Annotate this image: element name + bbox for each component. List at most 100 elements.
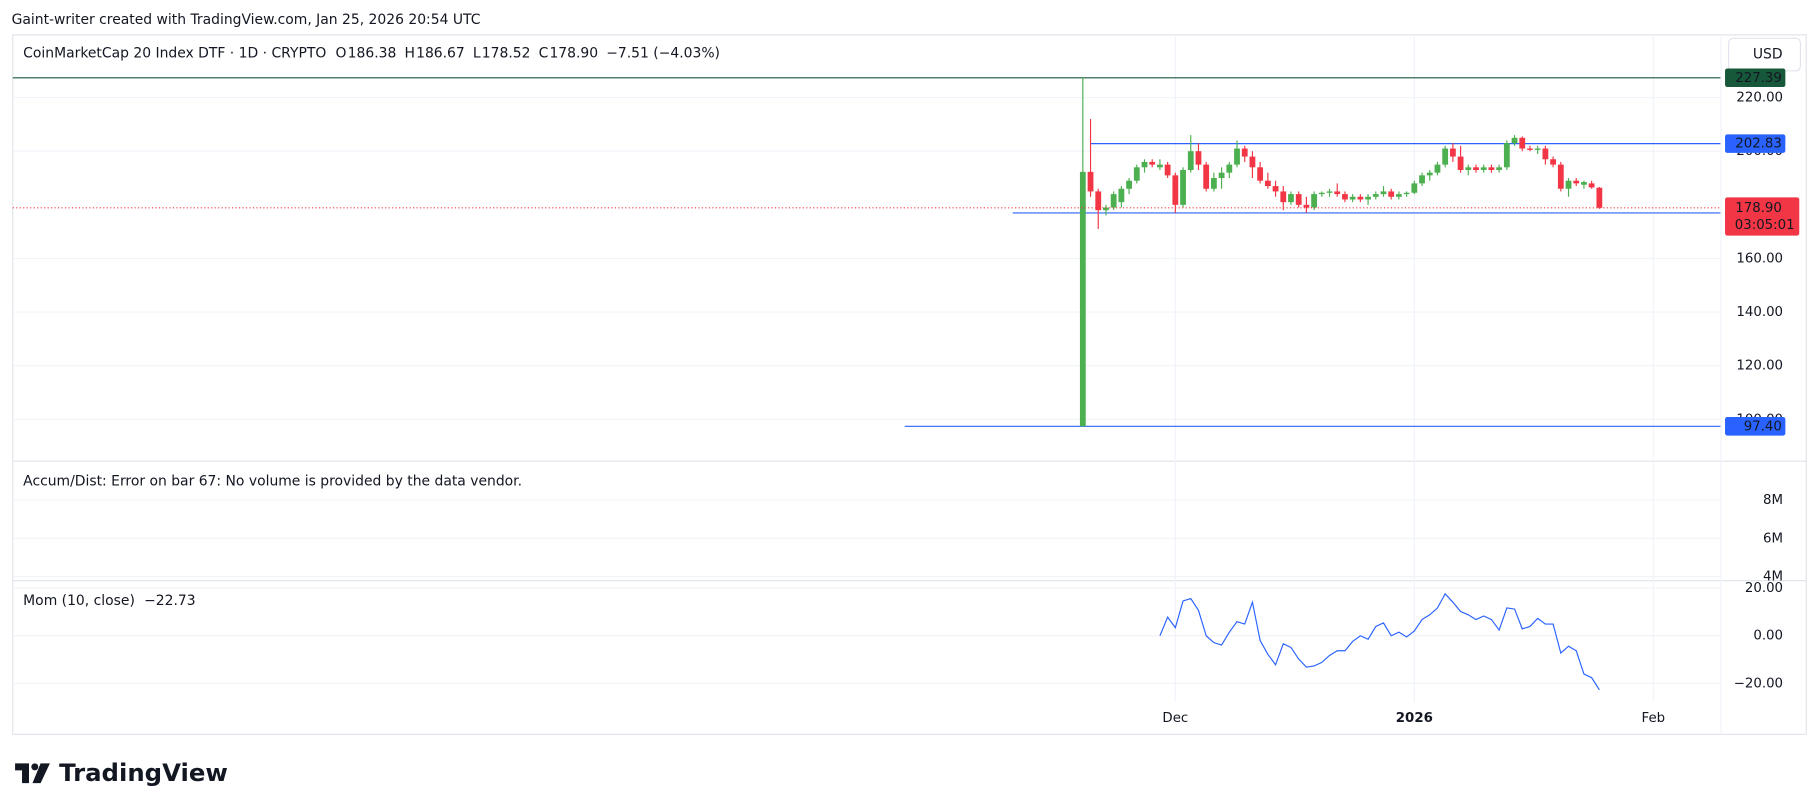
legend-value: −7.51 (−4.03%) <box>606 45 720 61</box>
pane-title: Accum/Dist: Error on bar 67: No volume i… <box>23 473 522 489</box>
candle-body <box>1087 171 1094 192</box>
candle-body <box>1187 151 1194 170</box>
candle-body <box>1103 207 1109 211</box>
candle-body <box>1426 172 1433 176</box>
candle-body <box>1442 148 1449 165</box>
candle-body <box>1272 186 1279 192</box>
candle-body <box>1203 164 1210 189</box>
legend-value: 186.38 <box>348 45 397 61</box>
level-label-box <box>1725 68 1786 88</box>
candle-body <box>1581 182 1587 185</box>
legend-value: 178.90 <box>549 45 598 61</box>
x-tick-label: Dec <box>1162 711 1188 726</box>
y-tick-label: −20.00 <box>1734 676 1783 691</box>
candle-body <box>1473 167 1479 170</box>
currency-label: USD <box>1753 47 1783 63</box>
candle-body <box>1596 187 1603 208</box>
candle-body <box>1095 191 1102 211</box>
candle-body <box>1118 188 1125 203</box>
level-label: 227.39 <box>1735 71 1782 86</box>
candle-body <box>1264 180 1271 187</box>
caption: Gaint-writer created with TradingView.co… <box>12 12 481 28</box>
candle-body <box>1534 148 1541 150</box>
candle-body <box>1496 167 1503 170</box>
candle-body <box>1403 192 1410 195</box>
candle-body <box>1288 194 1294 203</box>
legend-value: 186.67 <box>416 45 465 61</box>
candle-body <box>1157 164 1163 168</box>
y-tick-label: 4M <box>1763 570 1783 585</box>
candle-body <box>1511 137 1518 144</box>
candle-body <box>1280 191 1287 203</box>
candle-body <box>1295 194 1302 205</box>
chart-frame <box>12 34 1807 735</box>
pane-title: Mom (10, close) <box>23 593 135 609</box>
candle-body <box>1357 196 1364 200</box>
indicator-line <box>1159 592 1600 691</box>
candle-body <box>1133 167 1140 181</box>
candle-body <box>1573 180 1580 184</box>
candle-body <box>1457 156 1464 170</box>
candle-body <box>1465 167 1472 170</box>
x-tick-label: Feb <box>1642 711 1666 726</box>
candle-body <box>1449 148 1456 157</box>
x-tick-label: 2026 <box>1396 711 1433 726</box>
legend-value: 178.52 <box>482 45 531 61</box>
y-tick-label: 8M <box>1763 493 1783 508</box>
candle-body <box>1527 148 1533 150</box>
y-tick-label: 120.00 <box>1736 359 1783 374</box>
legend-key: L <box>473 45 481 61</box>
candle-body <box>1542 148 1549 160</box>
candle-body <box>1180 169 1186 205</box>
candle-body <box>1388 191 1395 197</box>
candle-body <box>1257 167 1264 181</box>
candle-body <box>1411 183 1418 193</box>
pane-title: CoinMarketCap 20 Index DTF · 1D · CRYPTO <box>23 45 326 61</box>
brand-logo <box>15 763 50 784</box>
last-price-box <box>1725 197 1800 236</box>
candle-body <box>1565 180 1572 189</box>
level-label-box <box>1725 134 1786 153</box>
level-label-box <box>1725 417 1786 436</box>
candle-body <box>1195 151 1202 165</box>
candle-body <box>1249 156 1256 168</box>
candle-body <box>1342 194 1348 200</box>
candle-body <box>1141 161 1148 168</box>
candle-body <box>1396 194 1402 197</box>
candle-body <box>1226 164 1233 173</box>
candle-body <box>1372 194 1379 197</box>
candle-body <box>1365 196 1371 200</box>
last-price-label: 178.90 <box>1735 201 1782 216</box>
y-tick-label: 140.00 <box>1736 305 1783 320</box>
candle-body <box>1488 167 1495 170</box>
candle-body <box>1079 171 1086 427</box>
level-label: 202.83 <box>1735 137 1782 152</box>
y-tick-label: 220.00 <box>1736 91 1783 106</box>
candle-body <box>1172 175 1179 205</box>
candle-body <box>1519 137 1526 149</box>
y-tick-label: 0.00 <box>1753 629 1783 644</box>
candle-body <box>1326 191 1333 193</box>
candle-body <box>1303 204 1310 208</box>
candle-body <box>1434 164 1441 173</box>
level-label: 97.40 <box>1744 419 1782 434</box>
candle-body <box>1557 164 1564 189</box>
candle-body <box>1419 175 1425 184</box>
candle-body <box>1164 164 1171 176</box>
legend-key: H <box>404 45 414 61</box>
y-tick-label: 6M <box>1763 531 1783 546</box>
candle-body <box>1480 167 1487 170</box>
y-tick-label: 160.00 <box>1736 251 1783 266</box>
legend-key: O <box>336 45 347 61</box>
y-tick-label: 20.00 <box>1745 581 1783 596</box>
candle-body <box>1349 196 1356 200</box>
candle-body <box>1380 191 1387 195</box>
candle-body <box>1318 192 1325 195</box>
candle-body <box>1126 180 1132 189</box>
candle-body <box>1234 148 1240 165</box>
candle-body <box>1334 191 1341 195</box>
legend-key: C <box>539 45 549 61</box>
candle-body <box>1311 194 1318 208</box>
candle-body <box>1218 172 1225 179</box>
